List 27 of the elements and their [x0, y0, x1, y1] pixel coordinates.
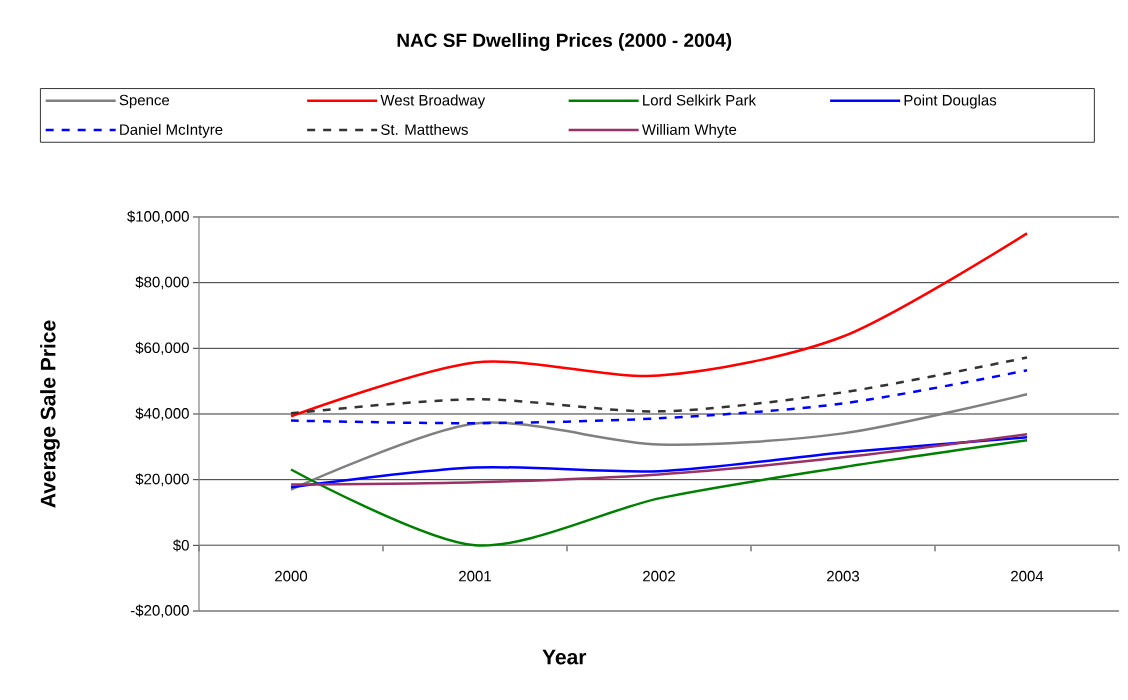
line-series [289, 393, 1029, 491]
x-tick-label: 2002 [643, 570, 675, 582]
legend-label: Point Douglas [904, 94, 997, 109]
legend-label: St. Matthews [381, 123, 468, 135]
legend-label: William Whyte [641, 123, 737, 138]
legend-label: West Broadway [380, 94, 486, 109]
y-tick-label: $40,000 [135, 407, 189, 421]
line-series [289, 232, 1029, 418]
line-series [289, 369, 1029, 425]
x-tick-label: 2003 [827, 570, 860, 582]
y-tick-label: $100,000 [127, 210, 189, 224]
y-tick-label: -$20,000 [130, 604, 189, 618]
line-series [289, 439, 1029, 547]
x-tick-label: 2004 [1011, 570, 1044, 582]
line-series [289, 356, 1029, 415]
legend-label: Spence [119, 94, 170, 109]
y-tick-label: $80,000 [135, 276, 189, 290]
x-tick-label: 2001 [459, 570, 491, 582]
y-tick-label: $20,000 [135, 473, 189, 487]
y-tick-label: $60,000 [135, 341, 189, 355]
y-axis-title: Average Sale Price [40, 320, 60, 508]
x-tick-label: 2000 [275, 570, 308, 582]
legend-label: Daniel McIntyre [120, 123, 223, 138]
x-axis-title: Year [542, 649, 587, 665]
legend-label: Lord Selkirk Park [643, 94, 757, 106]
y-tick-label: $0 [172, 539, 189, 552]
chart-title: NAC SF Dwelling Prices (2000 - 2004) [397, 33, 732, 51]
